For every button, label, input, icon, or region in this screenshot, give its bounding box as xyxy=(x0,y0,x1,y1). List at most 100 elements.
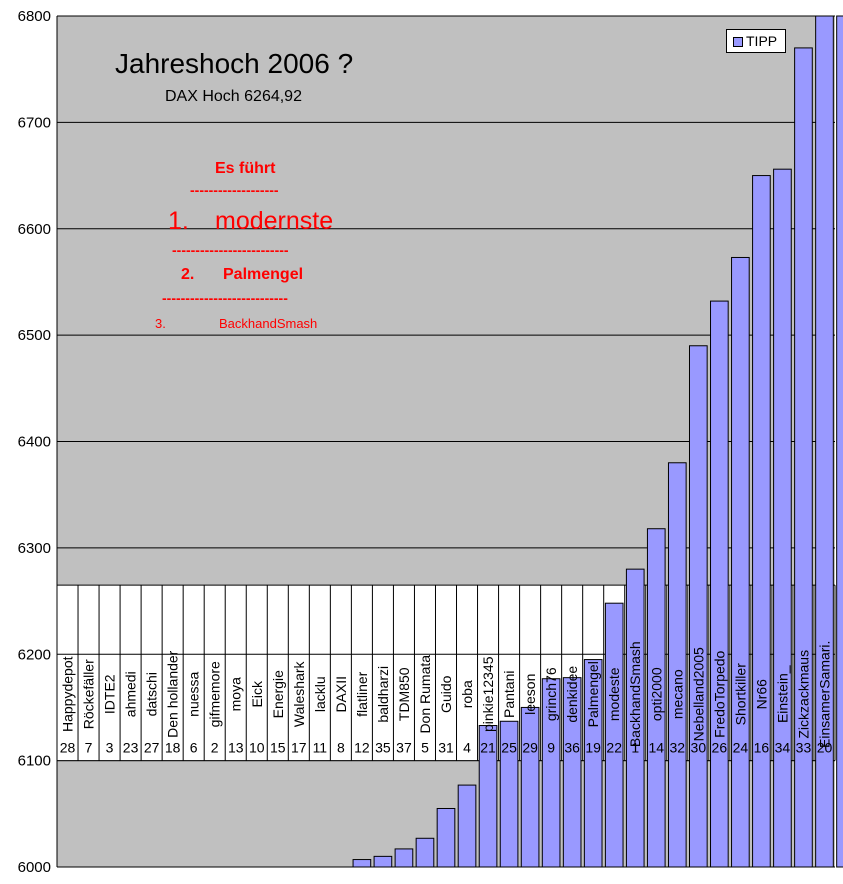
category-number: 2 xyxy=(211,740,219,756)
bar xyxy=(604,602,624,868)
bar xyxy=(815,15,834,868)
category-name: Waleshark xyxy=(291,660,307,727)
y-tick-label: 6100 xyxy=(18,753,51,770)
category-number: 6 xyxy=(190,740,198,756)
category-name: nuessa xyxy=(186,671,202,716)
y-tick-label: 6700 xyxy=(18,114,51,131)
bar xyxy=(646,528,666,868)
category-name: EinsamerSamari. xyxy=(816,641,832,748)
bar xyxy=(415,837,435,868)
category-name: grinch76 xyxy=(543,667,559,721)
category-number: 37 xyxy=(396,740,412,756)
category-name: Nebelland2005 xyxy=(690,647,706,741)
category-number: 11 xyxy=(313,740,328,756)
category-number: 1 xyxy=(631,740,639,756)
bar xyxy=(752,175,771,868)
category-name: Den hollander xyxy=(165,650,181,738)
category-number: 24 xyxy=(733,740,749,756)
category-name: Don Rumata xyxy=(417,655,433,734)
category-number: 28 xyxy=(60,740,76,756)
bar xyxy=(373,855,393,868)
category-number: 21 xyxy=(480,740,496,756)
leader-second-name: Palmengel xyxy=(223,266,304,283)
y-tick-label: 6200 xyxy=(18,646,51,663)
category-name: lacklu xyxy=(312,676,328,712)
category-name: roba xyxy=(459,680,475,708)
category-number: 9 xyxy=(547,740,555,756)
category-name: DAXII xyxy=(333,676,349,713)
category-number: 30 xyxy=(691,740,707,756)
category-number: 15 xyxy=(270,740,286,756)
bar xyxy=(562,677,582,868)
y-tick-label: 6800 xyxy=(18,8,51,25)
bar xyxy=(583,659,603,868)
bar xyxy=(352,859,372,868)
chart-subtitle: DAX Hoch 6264,92 xyxy=(165,88,302,105)
category-number: 13 xyxy=(228,740,244,756)
bar xyxy=(625,568,645,868)
category-name: mecano xyxy=(669,669,685,719)
category-name: ahmedi xyxy=(123,671,139,717)
y-tick-label: 6000 xyxy=(18,859,51,876)
bar xyxy=(478,725,498,868)
chart-title: Jahreshoch 2006 ? xyxy=(115,48,354,79)
category-number: 26 xyxy=(712,740,728,756)
category-number: 16 xyxy=(754,740,770,756)
category-number: 5 xyxy=(421,740,429,756)
category-number: 7 xyxy=(85,740,93,756)
leader-heading: Es führt xyxy=(215,160,276,177)
category-number: 25 xyxy=(501,740,517,756)
category-name: denkidee xyxy=(564,666,580,723)
bar xyxy=(541,678,561,868)
category-number: 20 xyxy=(817,740,833,756)
bar xyxy=(688,345,708,868)
category-name: Eick xyxy=(249,680,265,707)
category-name: IDTE2 xyxy=(102,674,118,714)
category-name: Nr66 xyxy=(753,679,769,710)
category-name: baldharzi xyxy=(375,666,391,723)
bar xyxy=(457,784,477,868)
category-name: gifmemore xyxy=(207,661,223,727)
category-name: pinkie12345 xyxy=(480,656,496,732)
category-name: datschi xyxy=(144,672,160,716)
category-number: 10 xyxy=(249,740,265,756)
bar xyxy=(667,462,687,868)
bar xyxy=(520,706,540,868)
leader-separator-2: ------------------------- xyxy=(172,242,289,258)
category-name: Energie xyxy=(270,670,286,718)
bar xyxy=(731,256,750,868)
leader-separator-3: --------------------------- xyxy=(162,290,288,306)
leader-first-name: modernste xyxy=(215,207,334,235)
category-name: leeson xyxy=(522,674,538,715)
legend-label: TIPP xyxy=(746,33,778,49)
category-name: Happydepot xyxy=(60,656,76,732)
y-tick-label: 6500 xyxy=(18,327,51,344)
category-name: Zickzackmaus xyxy=(795,650,811,739)
category-number: 8 xyxy=(337,740,345,756)
leader-first-rank: 1. xyxy=(168,207,189,235)
category-name: flatliner xyxy=(354,671,370,716)
category-name: moya xyxy=(228,677,244,711)
y-tick-label: 6300 xyxy=(18,540,51,557)
leader-third-name: BackhandSmash xyxy=(219,316,318,331)
category-name: TDM850 xyxy=(396,667,412,721)
category-number: 17 xyxy=(291,740,307,756)
y-tick-label: 6400 xyxy=(18,434,51,451)
category-number: 18 xyxy=(165,740,181,756)
category-name: modeste xyxy=(606,667,622,721)
bar xyxy=(710,300,729,868)
category-number: 27 xyxy=(144,740,160,756)
y-tick-label: 6600 xyxy=(18,221,51,238)
category-number: 36 xyxy=(564,740,580,756)
bar xyxy=(394,848,414,868)
category-number: 4 xyxy=(463,740,471,756)
category-name: Guido xyxy=(438,675,454,713)
leader-third-rank: 3. xyxy=(155,316,166,331)
category-number: 12 xyxy=(354,740,370,756)
category-number: 32 xyxy=(670,740,686,756)
category-number: 35 xyxy=(375,740,391,756)
bar xyxy=(773,168,792,868)
category-number: 19 xyxy=(585,740,601,756)
leader-separator-1: ------------------- xyxy=(190,182,279,198)
